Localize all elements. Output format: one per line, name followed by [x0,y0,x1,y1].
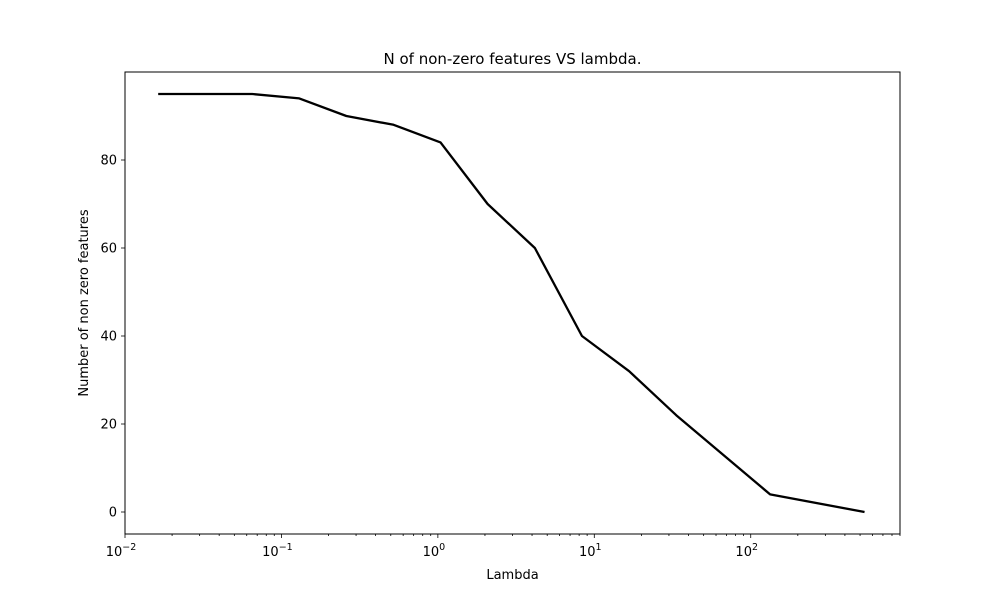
plot-frame [124,71,901,535]
x-tick-label: 102 [735,542,758,560]
y-tick-label: 0 [109,506,117,521]
x-tick-label: 101 [579,542,602,560]
x-axis-label: Lambda [486,568,538,583]
y-tick-label: 60 [100,242,117,257]
x-tick-label: 10−1 [262,542,293,560]
y-tick-label: 20 [100,418,117,433]
chart-title: N of non-zero features VS lambda. [384,50,642,68]
y-tick-label: 40 [100,330,117,345]
x-tick-label: 10−2 [106,542,137,560]
y-tick-label: 80 [100,154,117,169]
series-line [158,92,865,514]
y-axis-label: Number of non zero features [77,209,92,396]
x-tick-label: 100 [423,542,446,560]
